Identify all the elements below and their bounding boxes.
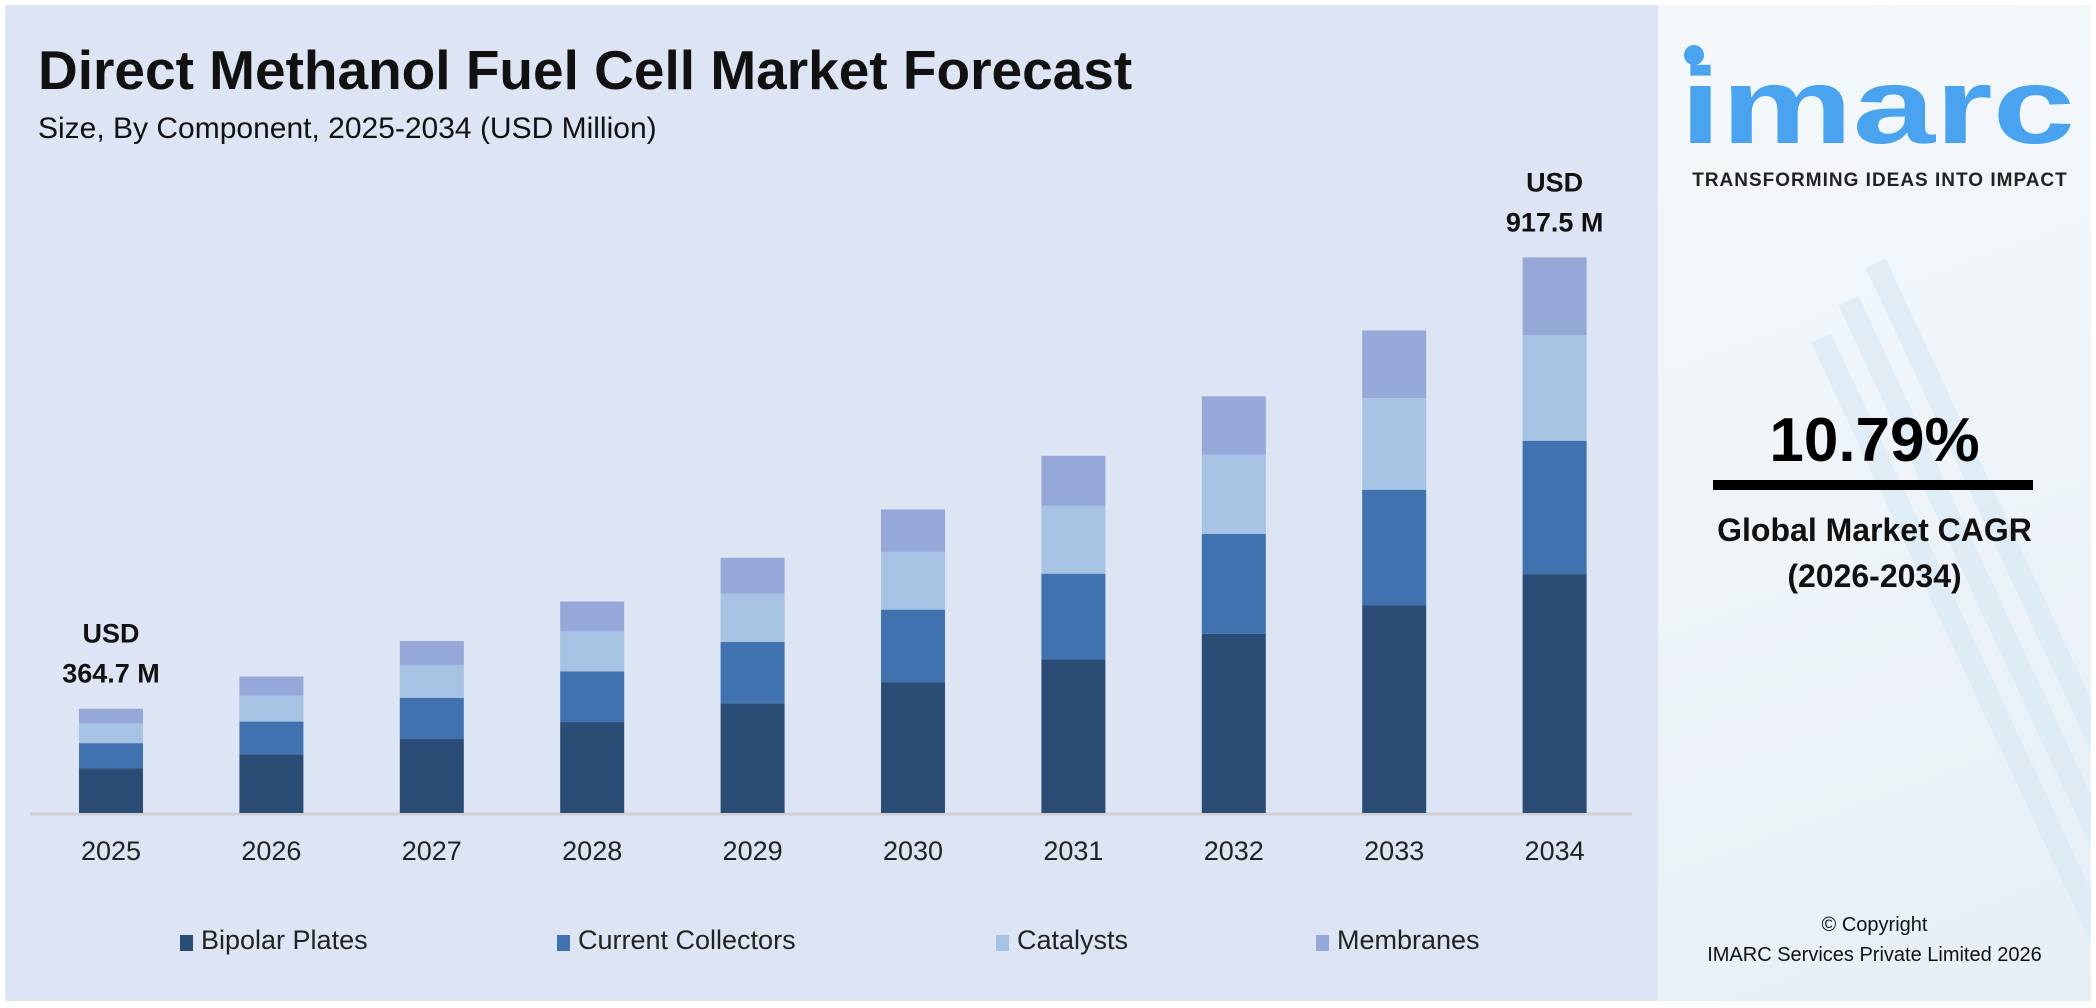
legend-swatch: [996, 934, 1009, 951]
bar-bipolar-plates-2032: [1201, 633, 1266, 813]
x-tick-label: 2028: [562, 836, 622, 866]
bar-bipolar-plates-2030: [881, 682, 945, 813]
stacked-bar-chart: 2025 USD 364.7 M 2026 2027 2028 2029 2030 2031 20…: [30, 167, 1632, 866]
bar-membranes-2028: [560, 601, 625, 632]
bar-catalysts-2026: [239, 695, 304, 722]
bar-bipolar-plates-2025: [79, 768, 143, 813]
data-label-currency: USD: [1526, 167, 1583, 197]
x-tick-label: 2031: [1043, 836, 1103, 866]
imarc-logo: imarc: [1680, 45, 2075, 155]
bar-catalysts-2032: [1201, 454, 1266, 534]
bar-membranes-2031: [1041, 455, 1106, 506]
bar-membranes-2026: [239, 676, 304, 696]
bar-membranes-2025: [79, 708, 143, 724]
legend-item-catalysts: Catalysts: [996, 925, 1128, 956]
side-panel: imarc TRANSFORMING IDEAS INTO IMPACT 10.…: [1658, 5, 2091, 1001]
cagr-label: Global Market CAGR (2026-2034): [1658, 507, 2091, 599]
bar-membranes-2030: [881, 509, 945, 552]
legend-swatch: [180, 934, 193, 951]
bar-bipolar-plates-2034: [1522, 574, 1587, 813]
svg-text:imarc: imarc: [1680, 45, 2075, 155]
bar-membranes-2027: [399, 640, 464, 666]
legend-label: Bipolar Plates: [201, 925, 368, 955]
legend-label: Current Collectors: [578, 925, 796, 955]
bar-catalysts-2031: [1041, 505, 1106, 574]
x-tick-label: 2027: [402, 836, 462, 866]
bar-catalysts-2030: [881, 551, 945, 610]
data-label-value: 917.5 M: [1506, 207, 1604, 237]
bar-current-collectors-2026: [239, 721, 304, 755]
bar-bipolar-plates-2026: [239, 754, 304, 813]
legend-label: Membranes: [1337, 925, 1480, 955]
cagr-divider: [1713, 480, 2033, 490]
legend-item-bipolar-plates: Bipolar Plates: [180, 925, 368, 956]
bar-catalysts-2025: [79, 723, 143, 744]
cagr-value: 10.79%: [1769, 406, 1980, 475]
x-tick-label: 2032: [1204, 836, 1264, 866]
bar-catalysts-2034: [1522, 335, 1587, 441]
bar-current-collectors-2032: [1201, 533, 1266, 634]
cagr-label-line2: (2026-2034): [1787, 558, 1962, 594]
bar-current-collectors-2034: [1522, 440, 1587, 575]
bar-membranes-2034: [1522, 257, 1587, 336]
bar-current-collectors-2025: [79, 743, 143, 769]
legend-swatch: [557, 934, 570, 951]
copyright-line2: IMARC Services Private Limited 2026: [1707, 944, 2042, 966]
brand-tagline: TRANSFORMING IDEAS INTO IMPACT: [1692, 170, 2068, 191]
legend-label: Catalysts: [1017, 925, 1129, 955]
bar-catalysts-2029: [720, 593, 785, 643]
bar-membranes-2033: [1362, 330, 1427, 399]
bar-current-collectors-2027: [399, 697, 464, 740]
legend-swatch: [1316, 934, 1329, 951]
chart-title: Direct Methanol Fuel Cell Market Forecas…: [38, 39, 1133, 101]
bar-current-collectors-2033: [1362, 489, 1427, 606]
data-label-currency: USD: [82, 619, 139, 649]
bar-catalysts-2027: [399, 665, 464, 698]
bar-bipolar-plates-2033: [1362, 605, 1427, 813]
x-tick-label: 2029: [723, 836, 783, 866]
x-tick-label: 2025: [81, 836, 141, 866]
data-label-value: 364.7 M: [62, 659, 160, 689]
bar-membranes-2029: [720, 557, 785, 594]
bar-current-collectors-2031: [1041, 573, 1106, 660]
bar-current-collectors-2030: [881, 609, 945, 683]
copyright: © Copyright IMARC Services Private Limit…: [1658, 910, 2091, 970]
legend-item-membranes: Membranes: [1316, 925, 1480, 956]
legend-item-current-collectors: Current Collectors: [557, 925, 796, 956]
bar-current-collectors-2029: [720, 642, 785, 704]
x-tick-label: 2026: [241, 836, 301, 866]
bar-bipolar-plates-2031: [1041, 659, 1106, 813]
x-tick-label: 2030: [883, 836, 943, 866]
bar-current-collectors-2028: [560, 671, 625, 723]
bar-bipolar-plates-2027: [399, 739, 464, 813]
cagr-label-line1: Global Market CAGR: [1717, 512, 2032, 548]
x-tick-label: 2033: [1364, 836, 1424, 866]
copyright-line1: © Copyright: [1821, 914, 1928, 936]
bar-catalysts-2033: [1362, 398, 1427, 490]
chart-subtitle: Size, By Component, 2025-2034 (USD Milli…: [38, 112, 657, 145]
bar-catalysts-2028: [560, 631, 625, 672]
bar-bipolar-plates-2029: [720, 703, 785, 813]
bar-membranes-2032: [1201, 396, 1266, 455]
x-tick-label: 2034: [1525, 836, 1585, 866]
bar-bipolar-plates-2028: [560, 722, 625, 813]
